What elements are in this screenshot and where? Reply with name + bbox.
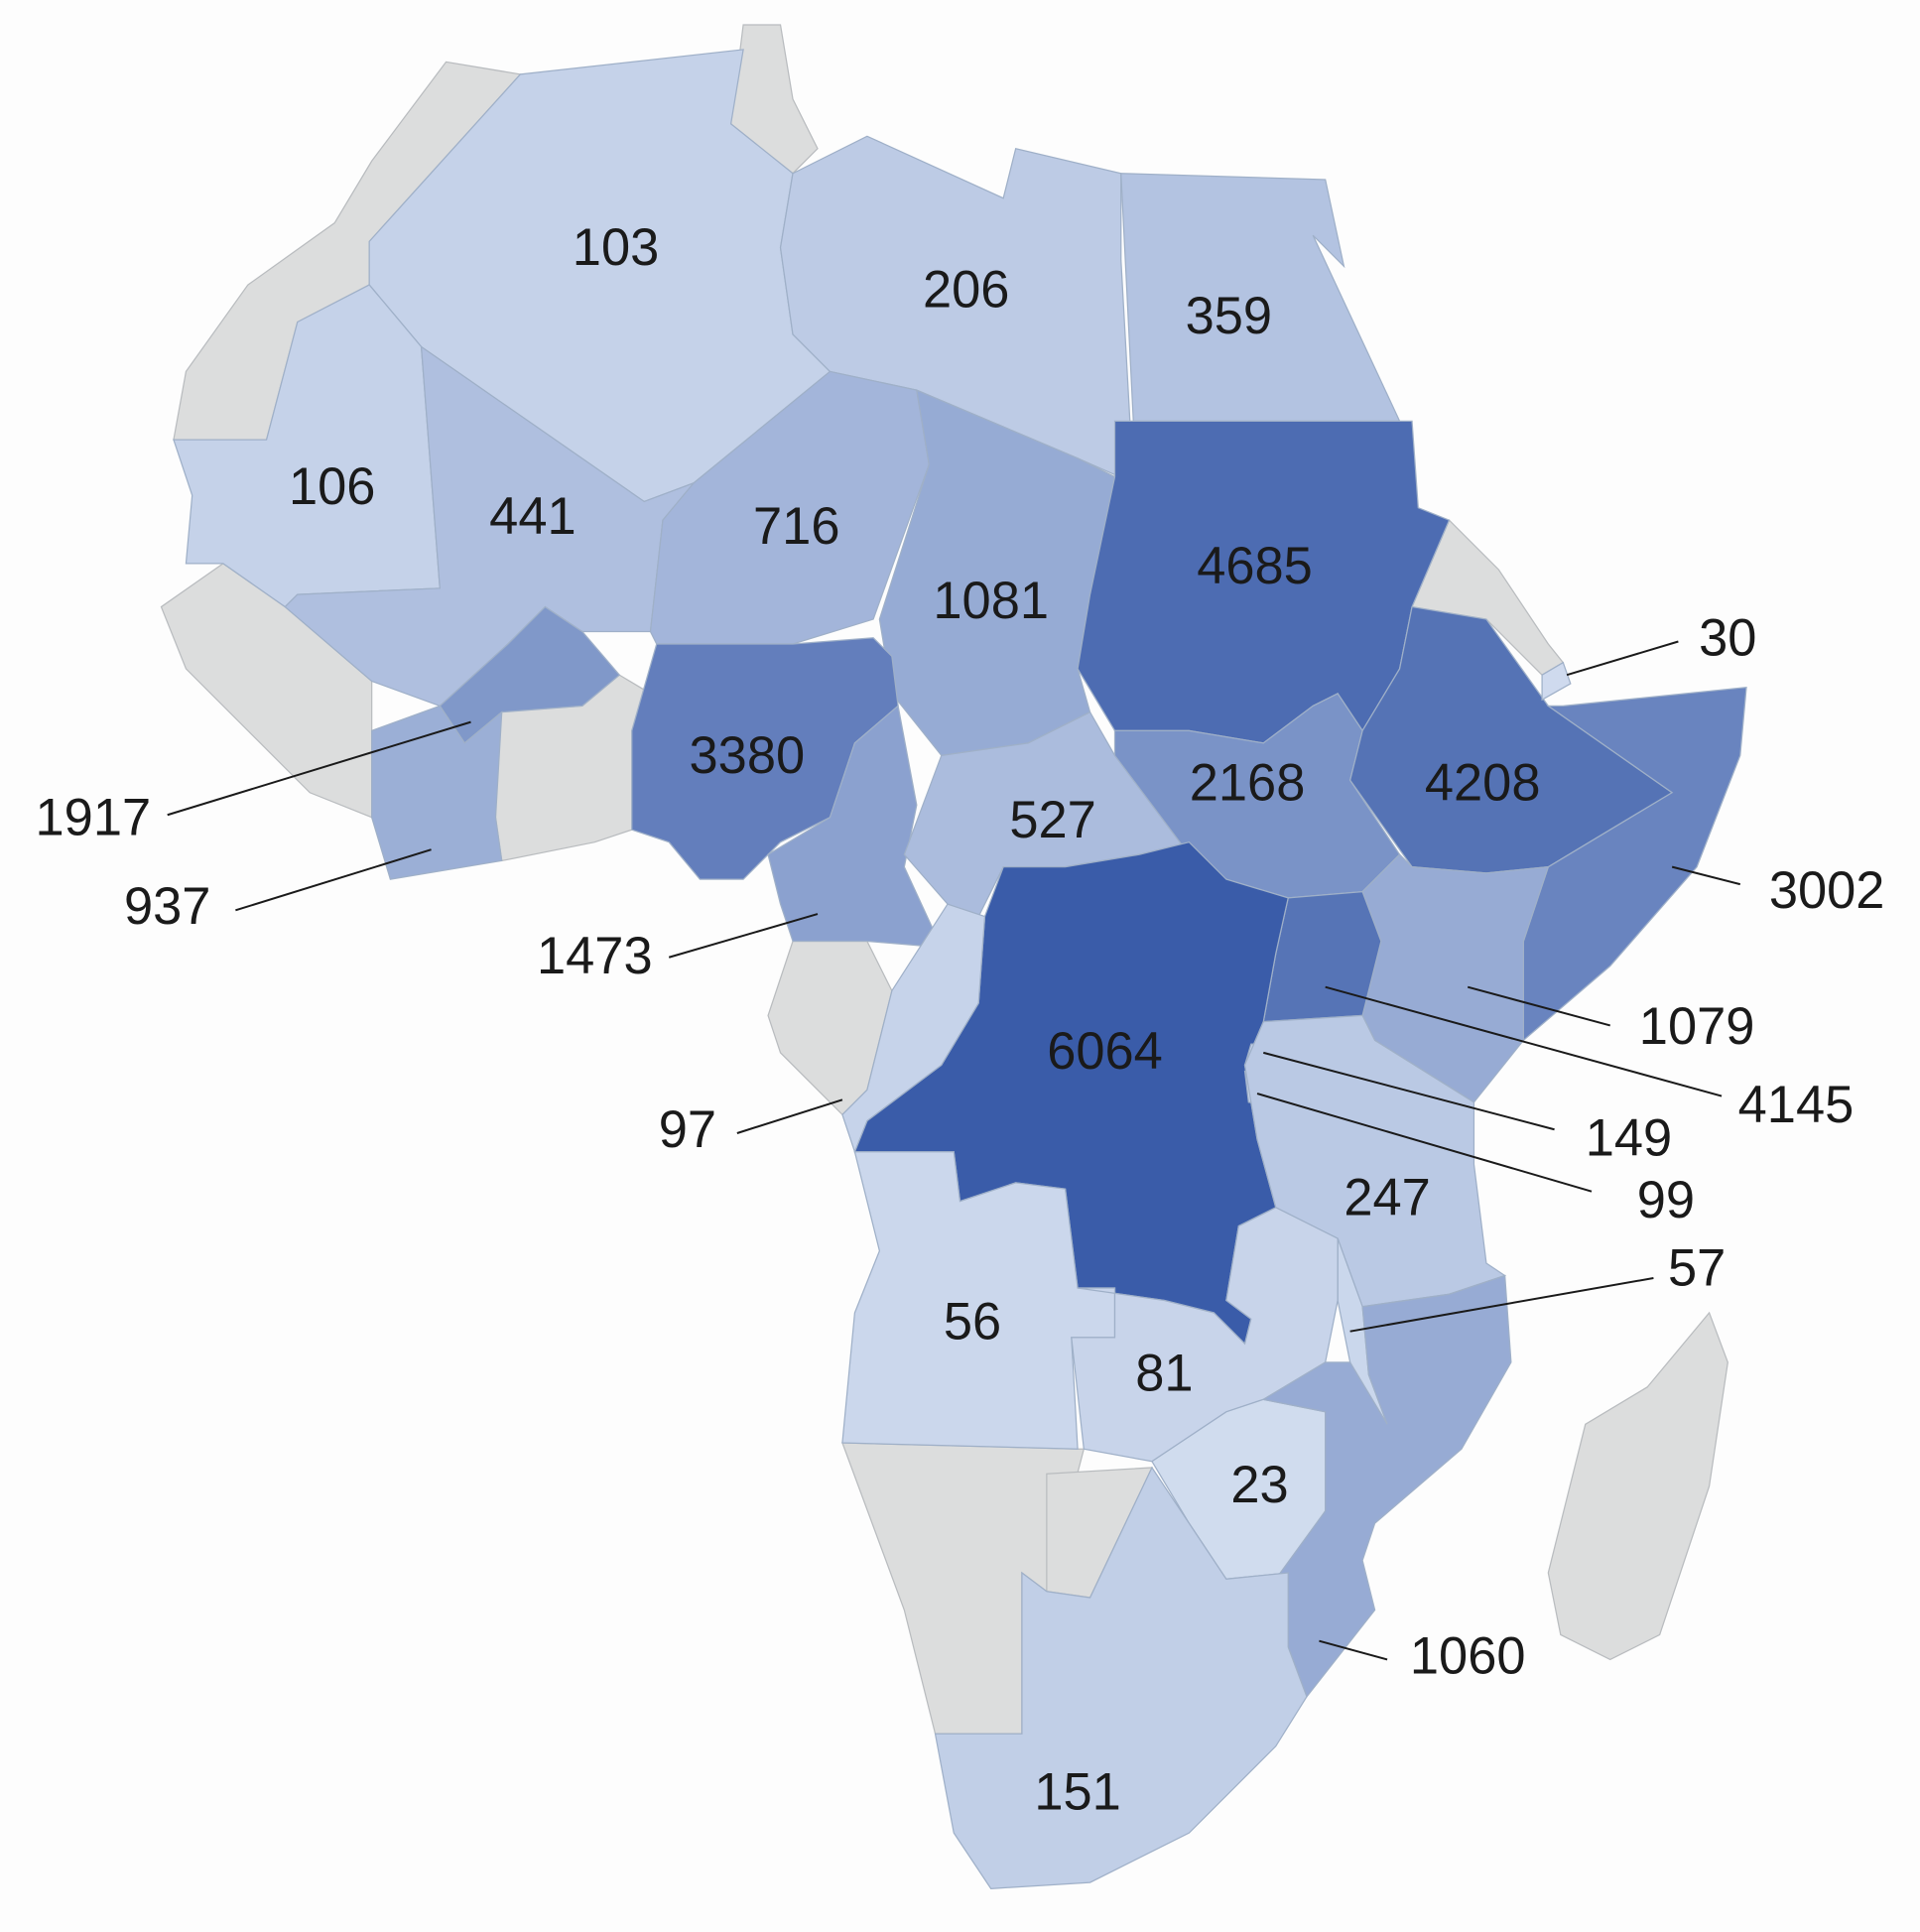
labels: 103 206 359 106 441 716 1081 4685 3380 1917 937 147… bbox=[36, 219, 1885, 1821]
region bbox=[1541, 661, 1572, 702]
value-label: 81 bbox=[1135, 1346, 1193, 1403]
value-label: 57 bbox=[1668, 1240, 1726, 1298]
value-label: 247 bbox=[1344, 1169, 1430, 1226]
value-label: 6064 bbox=[1047, 1023, 1163, 1081]
leader-line bbox=[235, 848, 432, 912]
value-label: 97 bbox=[659, 1101, 716, 1159]
value-label: 149 bbox=[1586, 1110, 1672, 1168]
value-label: 359 bbox=[1186, 288, 1272, 345]
region bbox=[371, 705, 503, 880]
land bbox=[1547, 1311, 1728, 1661]
region bbox=[631, 637, 899, 880]
value-label: 99 bbox=[1637, 1172, 1695, 1229]
no-data-land bbox=[160, 24, 1728, 1791]
region bbox=[767, 705, 943, 949]
value-label: 3002 bbox=[1769, 862, 1885, 920]
value-label: 3380 bbox=[690, 727, 806, 785]
value-label: 1081 bbox=[933, 573, 1049, 630]
leader-line bbox=[1467, 985, 1611, 1027]
value-label: 441 bbox=[489, 488, 576, 546]
leader-line bbox=[1566, 640, 1679, 677]
leader-line bbox=[1349, 1277, 1654, 1333]
leader-line bbox=[1319, 1639, 1388, 1661]
value-label: 151 bbox=[1034, 1764, 1120, 1822]
leader-line bbox=[668, 913, 819, 959]
region bbox=[934, 1466, 1308, 1889]
value-label: 4145 bbox=[1738, 1077, 1855, 1134]
leader-line bbox=[1263, 1051, 1555, 1131]
regions bbox=[173, 49, 1747, 1889]
value-label: 106 bbox=[289, 458, 375, 516]
value-label: 1079 bbox=[1639, 998, 1755, 1056]
value-label: 1473 bbox=[537, 928, 653, 985]
region bbox=[1071, 1207, 1339, 1463]
value-label: 56 bbox=[944, 1293, 1001, 1351]
value-label: 4208 bbox=[1425, 754, 1541, 812]
value-label: 1917 bbox=[36, 789, 152, 846]
value-label: 206 bbox=[923, 262, 1009, 320]
value-label: 30 bbox=[1699, 609, 1756, 667]
leader-line bbox=[167, 720, 471, 817]
leader-line bbox=[1325, 985, 1723, 1097]
value-label: 2168 bbox=[1190, 754, 1306, 812]
value-label: 527 bbox=[1009, 792, 1095, 849]
region bbox=[841, 903, 986, 1154]
value-label: 4685 bbox=[1197, 538, 1313, 595]
leader-line bbox=[1256, 1093, 1593, 1193]
region bbox=[649, 370, 930, 645]
value-label: 23 bbox=[1230, 1457, 1288, 1514]
value-label: 937 bbox=[124, 878, 210, 936]
value-label: 103 bbox=[573, 219, 659, 277]
leader-line bbox=[736, 1098, 843, 1134]
value-label: 716 bbox=[753, 498, 839, 556]
land bbox=[1411, 519, 1565, 676]
value-label: 1060 bbox=[1410, 1627, 1526, 1685]
leader-line bbox=[1671, 865, 1741, 886]
